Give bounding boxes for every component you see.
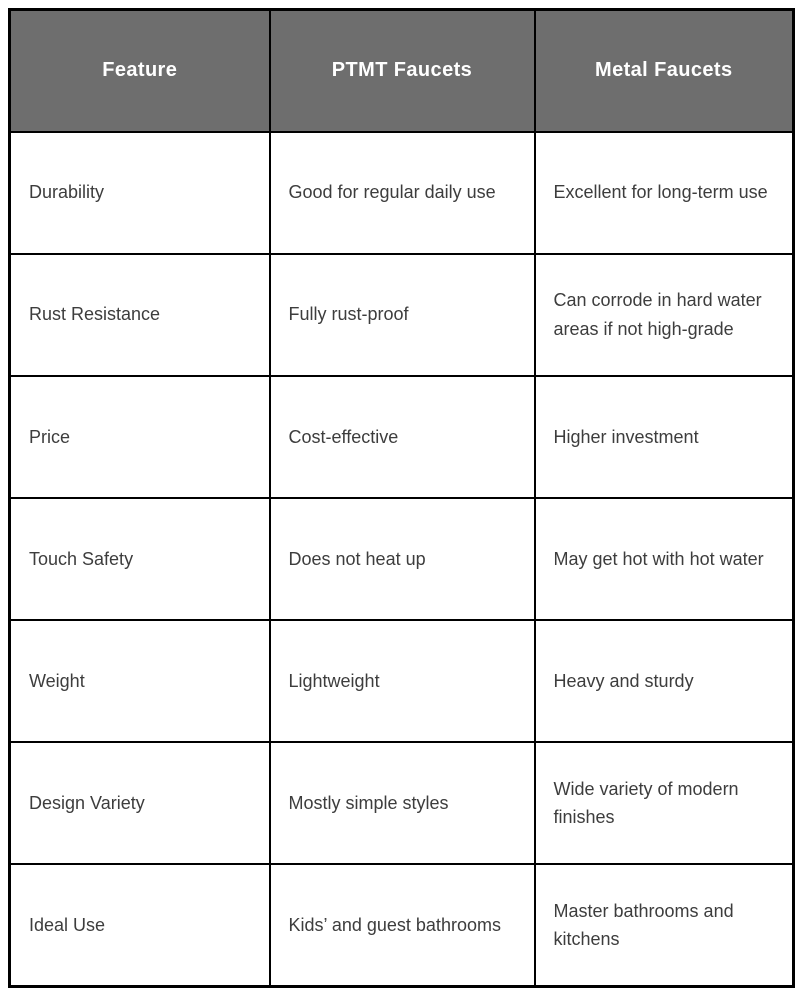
header-cell-feature: Feature	[8, 8, 271, 133]
cell-metal: Wide variety of modern finishes	[533, 741, 795, 866]
cell-metal: Higher investment	[533, 374, 795, 499]
cell-feature: Durability	[8, 130, 271, 255]
faucet-comparison-table: Feature PTMT Faucets Metal Faucets Durab…	[8, 8, 795, 988]
cell-metal: May get hot with hot water	[533, 496, 795, 622]
cell-metal: Master bathrooms and kitchens	[533, 863, 795, 988]
cell-feature: Touch Safety	[8, 496, 271, 622]
table-row-weight: Weight Lightweight Heavy and sturdy	[8, 619, 795, 744]
table-row-price: Price Cost-effective Higher investment	[8, 374, 795, 499]
table-row-design-variety: Design Variety Mostly simple styles Wide…	[8, 741, 795, 866]
cell-feature: Rust Resistance	[8, 252, 271, 377]
table-row-durability: Durability Good for regular daily use Ex…	[8, 130, 795, 255]
cell-ptmt: Mostly simple styles	[268, 741, 536, 866]
cell-ptmt: Good for regular daily use	[268, 130, 536, 255]
cell-feature: Price	[8, 374, 271, 499]
cell-feature: Ideal Use	[8, 863, 271, 988]
table-row-ideal-use: Ideal Use Kids’ and guest bathrooms Mast…	[8, 863, 795, 988]
table-row-rust-resistance: Rust Resistance Fully rust-proof Can cor…	[8, 252, 795, 377]
cell-metal: Can corrode in hard water areas if not h…	[533, 252, 795, 377]
cell-ptmt: Fully rust-proof	[268, 252, 536, 377]
header-row: Feature PTMT Faucets Metal Faucets	[8, 8, 795, 133]
cell-feature: Design Variety	[8, 741, 271, 866]
cell-metal: Heavy and sturdy	[533, 619, 795, 744]
cell-metal: Excellent for long-term use	[533, 130, 795, 255]
header-cell-ptmt-faucets: PTMT Faucets	[268, 8, 536, 133]
cell-ptmt: Does not heat up	[268, 496, 536, 622]
cell-ptmt: Lightweight	[268, 619, 536, 744]
cell-ptmt: Cost-effective	[268, 374, 536, 499]
cell-ptmt: Kids’ and guest bathrooms	[268, 863, 536, 988]
cell-feature: Weight	[8, 619, 271, 744]
table-row-touch-safety: Touch Safety Does not heat up May get ho…	[8, 496, 795, 622]
header-cell-metal-faucets: Metal Faucets	[533, 8, 795, 133]
